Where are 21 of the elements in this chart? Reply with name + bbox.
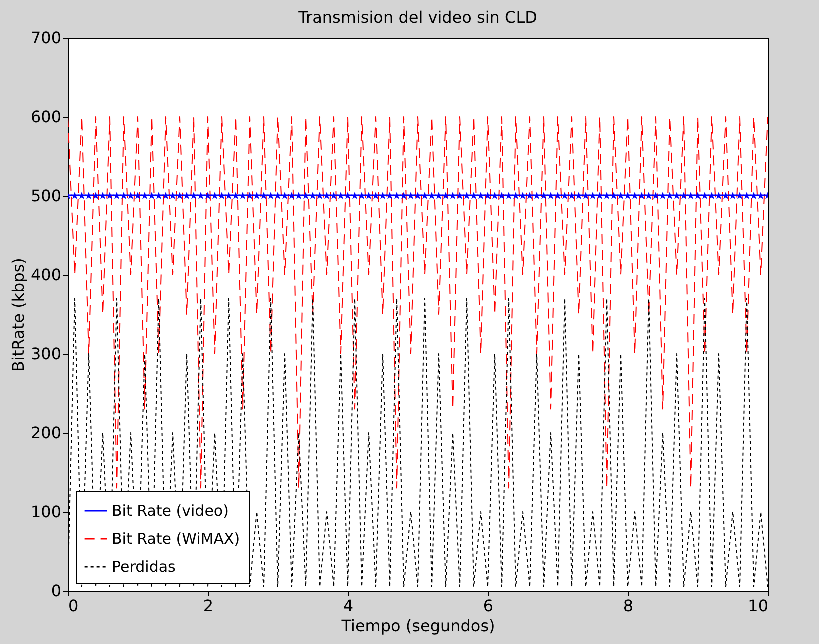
x-tick-label: 8 [623,596,634,616]
x-tick-label: 2 [203,596,214,616]
y-tick-label: 400 [30,266,62,284]
y-tick-label: 500 [30,186,62,206]
x-tick-label: 10 [748,596,768,616]
y-axis-title: BitRate (kbps) [8,258,28,372]
legend-label: Bit Rate (WiMAX) [112,530,240,548]
legend-label: Perdidas [112,558,176,576]
y-tick-label: 100 [30,502,62,522]
y-tick-label: 300 [30,344,62,364]
x-tick-label: 4 [343,596,354,616]
y-tick-label: 0 [51,582,62,600]
y-tick-label: 700 [30,28,62,48]
x-axis-title: Tiempo (segundos) [340,616,496,636]
x-tick-label: 6 [483,596,494,616]
y-tick-label: 600 [30,108,62,126]
legend-label: Bit Rate (video) [112,502,229,520]
x-tick-label: 0 [68,596,79,616]
y-tick-label: 200 [30,424,62,442]
line-series [68,116,768,489]
chart-title: Transmision del video sin CLD [298,8,538,27]
